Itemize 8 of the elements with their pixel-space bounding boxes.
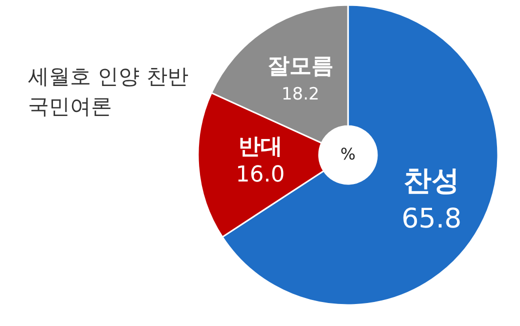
text: 세월호 인양 찬반 국민여론 — [28, 64, 188, 119]
text: % — [340, 144, 356, 164]
slice-label: 반대 — [238, 134, 282, 160]
slice-label: 잘모름 — [267, 54, 334, 80]
data-label: 18.2 — [281, 84, 320, 105]
data-label: 16.0 — [236, 162, 285, 188]
slice-label: 찬성 — [404, 164, 460, 197]
data-label: 65.8 — [401, 204, 462, 235]
